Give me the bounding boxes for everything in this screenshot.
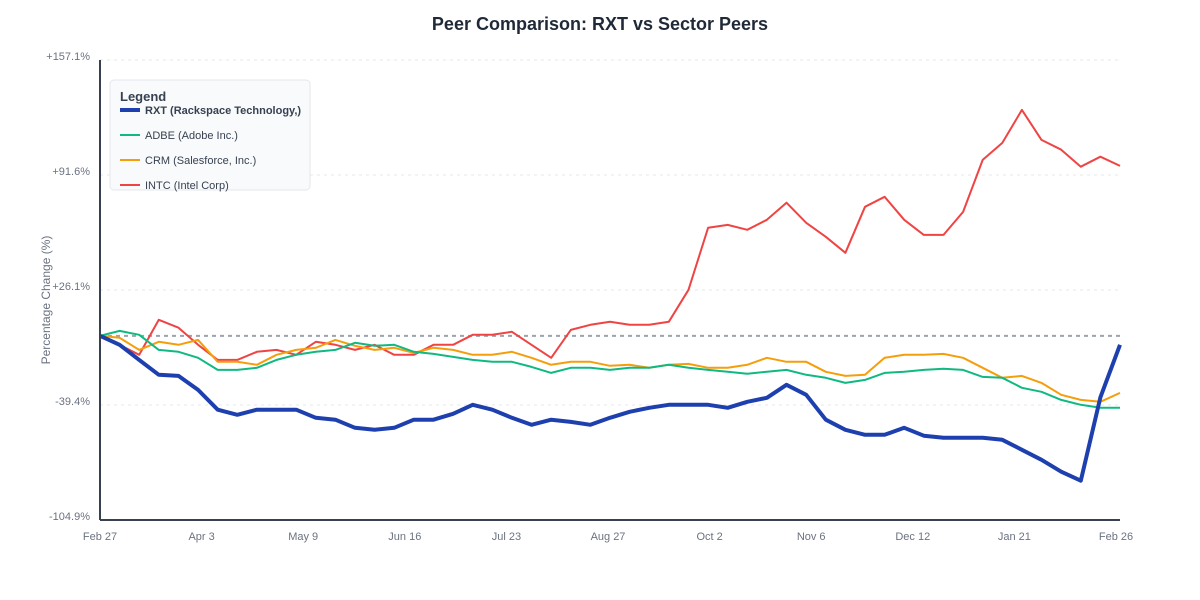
y-tick-label: -104.9% (49, 511, 90, 523)
y-tick-label: +157.1% (46, 51, 90, 63)
legend-label: INTC (Intel Corp) (145, 180, 229, 192)
legend-item-intc: INTC (Intel Corp) (120, 180, 229, 192)
y-axis-label: Percentage Change (%) (39, 236, 53, 365)
y-tick-label: +26.1% (52, 281, 90, 293)
x-tick-label: Jan 21 (998, 531, 1031, 543)
legend-box (109, 79, 311, 191)
x-tick-label: Nov 6 (797, 531, 826, 543)
x-tick-label: Feb 26 (1099, 531, 1133, 543)
series-lines (99, 108, 1122, 483)
series-line-adbe (99, 329, 1120, 409)
x-tick-label: Aug 27 (591, 531, 626, 543)
legend-item-adbe: ADBE (Adobe Inc.) (120, 130, 238, 142)
y-tick-label: +91.6% (52, 166, 90, 178)
x-tick-label: Jul 23 (492, 531, 521, 543)
x-tick-label: Apr 3 (188, 531, 214, 543)
legend-item-crm: CRM (Salesforce, Inc.) (120, 155, 256, 167)
legend-item-rxt: RXT (Rackspace Technology,) (120, 105, 301, 117)
legend-title: Legend (120, 89, 166, 104)
legend-label: ADBE (Adobe Inc.) (145, 130, 238, 142)
y-tick-label: -39.4% (55, 396, 90, 408)
x-tick-label: Feb 27 (83, 531, 117, 543)
chart-title: Peer Comparison: RXT vs Sector Peers (432, 14, 768, 34)
legend-label: RXT (Rackspace Technology,) (145, 105, 301, 117)
y-axis-ticks: +157.1% +91.6% +26.1% -39.4% -104.9% (46, 51, 90, 523)
x-tick-label: May 9 (288, 531, 318, 543)
x-tick-label: Oct 2 (696, 531, 722, 543)
x-tick-label: Jun 16 (388, 531, 421, 543)
x-axis-ticks: Feb 27 Apr 3 May 9 Jun 16 Jul 23 Aug 27 Oct 2 N… (83, 531, 1133, 543)
series-line-crm (99, 334, 1121, 403)
x-tick-label: Dec 12 (895, 531, 930, 543)
legend-label: CRM (Salesforce, Inc.) (145, 155, 256, 167)
series-line-intc (99, 108, 1121, 361)
series-line-rxt (99, 333, 1122, 483)
legend: Legend RXT (Rackspace Technology,) ADBE (… (109, 79, 311, 192)
